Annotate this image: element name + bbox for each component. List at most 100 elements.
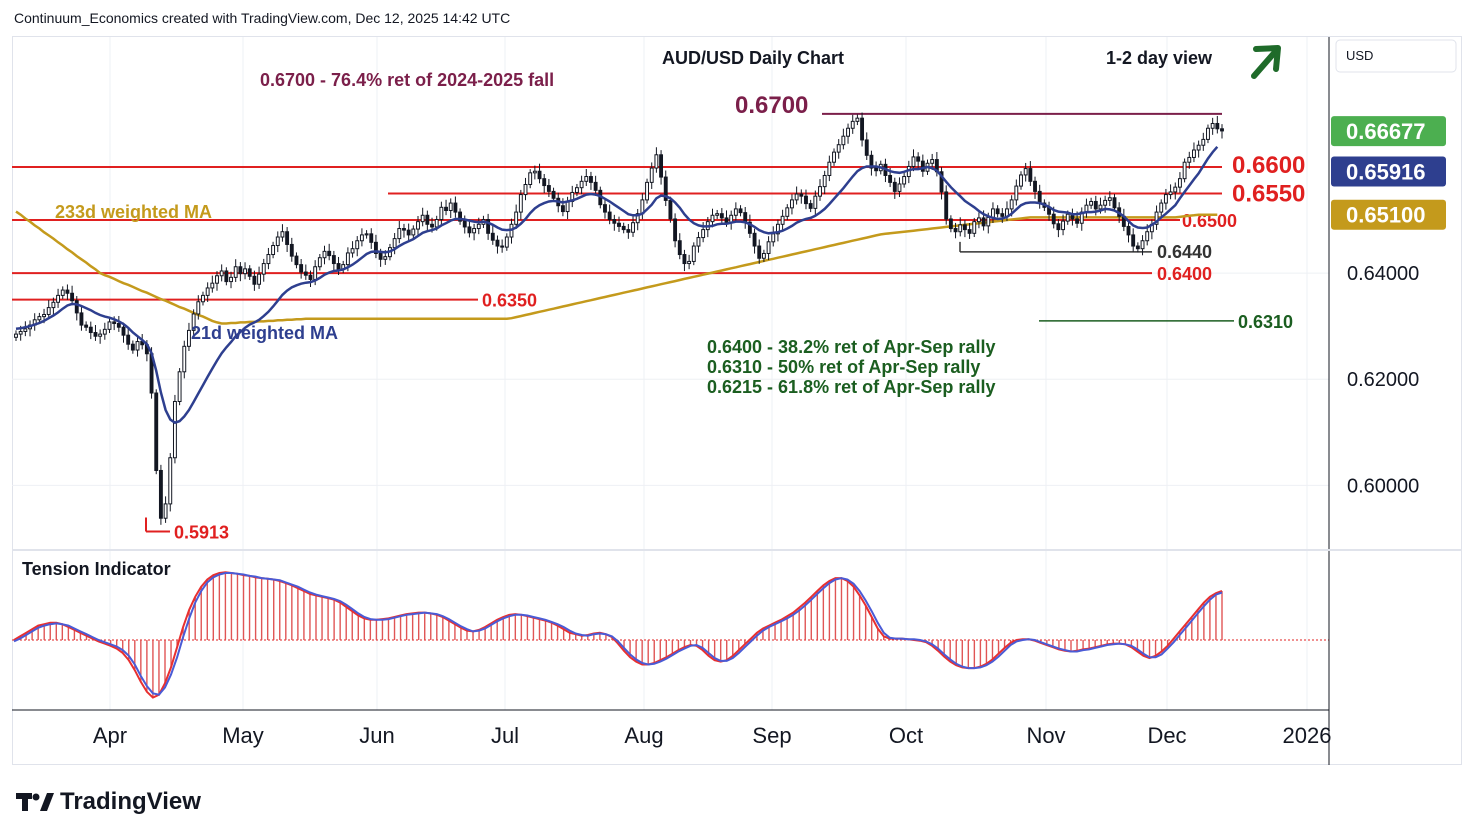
candle-body: [649, 167, 654, 183]
candle: [215, 271, 219, 291]
candle-body: [215, 275, 219, 284]
candle: [285, 227, 290, 252]
candle-body: [1206, 127, 1210, 140]
candle-body: [1112, 197, 1117, 209]
candle-body: [635, 213, 640, 224]
candle: [308, 270, 313, 288]
candle-body: [818, 186, 822, 197]
candle-body: [874, 167, 879, 172]
candle-body: [229, 276, 233, 283]
candle-body: [514, 211, 519, 225]
candle-body: [70, 292, 75, 302]
candle: [369, 228, 374, 249]
candle-body: [42, 313, 46, 318]
candle: [355, 236, 360, 257]
candle: [589, 171, 593, 190]
candle: [869, 150, 874, 176]
candle: [1089, 197, 1094, 209]
candle: [733, 202, 738, 221]
candle-body: [701, 229, 706, 239]
candle: [98, 329, 103, 344]
candle: [163, 496, 168, 523]
candle-body: [1028, 168, 1033, 182]
candle: [1112, 194, 1117, 212]
candle: [1000, 208, 1005, 223]
candle: [219, 264, 224, 282]
candle: [56, 288, 61, 308]
candle: [224, 267, 229, 286]
candle: [65, 284, 70, 300]
candle-body: [1201, 138, 1206, 146]
candle-body: [201, 294, 205, 303]
candle: [939, 167, 944, 200]
candle-body: [504, 236, 509, 248]
tradingview-logo-icon: [16, 791, 54, 813]
ma233-layer: [15, 210, 1218, 325]
candle: [74, 296, 79, 321]
candle-body: [738, 208, 743, 214]
candle: [1182, 158, 1187, 183]
x-tick-label-8: Dec: [1147, 723, 1186, 748]
candle: [1019, 171, 1023, 190]
candle-body: [495, 239, 500, 247]
candle-body: [864, 139, 869, 156]
candle: [953, 222, 958, 239]
candle-body: [991, 208, 995, 218]
candle-body: [65, 289, 70, 294]
candle-body: [378, 252, 383, 260]
chart-canvas[interactable]: 0.67000.66000.65500.65000.64400.64000.63…: [0, 0, 1474, 780]
candle-body: [107, 321, 112, 330]
candle-body: [331, 255, 336, 265]
candle-body: [790, 199, 794, 209]
candle: [322, 245, 327, 265]
candle-body: [1093, 200, 1098, 210]
candle: [743, 206, 748, 229]
candle: [1196, 140, 1201, 158]
chart-header: Continuum_Economics created with Trading…: [14, 10, 511, 26]
candle-body: [196, 301, 201, 315]
x-tick-label-3: Jul: [491, 723, 519, 748]
indicator-signal-line: [13, 572, 1223, 696]
candle: [154, 389, 159, 475]
candle: [570, 185, 575, 208]
candle-body: [715, 213, 720, 216]
candle: [168, 453, 173, 512]
candle-body: [1182, 161, 1187, 180]
candle-body: [392, 238, 397, 249]
level-label-06600: 0.6600: [1232, 152, 1305, 179]
candle-body: [780, 215, 785, 225]
candle-body: [294, 255, 299, 266]
candle-body: [659, 154, 664, 178]
candle: [719, 208, 724, 225]
candle: [402, 223, 406, 238]
candle-body: [944, 191, 949, 220]
candle-body: [74, 300, 79, 314]
chart-title: AUD/USD Daily Chart: [662, 48, 844, 68]
currency-box: [1335, 39, 1457, 73]
candle-body: [233, 266, 238, 278]
candle-body: [177, 371, 182, 403]
candle-body: [981, 217, 986, 227]
candle: [299, 258, 304, 279]
candle-body: [1098, 204, 1103, 210]
price-badge-label-2: 0.65100: [1346, 203, 1426, 228]
candle: [257, 266, 262, 289]
level-label-06310: 0.6310: [1238, 312, 1293, 332]
y-tick-label-1: 0.62000: [1347, 369, 1419, 391]
candle: [640, 193, 645, 220]
candle-body: [500, 245, 505, 248]
candle-body: [1220, 128, 1224, 132]
candle-body: [116, 323, 121, 328]
candle: [172, 394, 177, 464]
candle-body: [1173, 186, 1178, 193]
candle-body: [528, 172, 533, 185]
candle: [673, 213, 678, 248]
candle-body: [1135, 245, 1140, 250]
candle-body: [808, 203, 813, 209]
candle-body: [313, 266, 318, 280]
candle-body: [247, 268, 252, 277]
price-badge-label-0: 0.66677: [1346, 119, 1426, 144]
candle: [603, 199, 607, 219]
candle-body: [317, 257, 322, 268]
candle-body: [1051, 213, 1056, 225]
